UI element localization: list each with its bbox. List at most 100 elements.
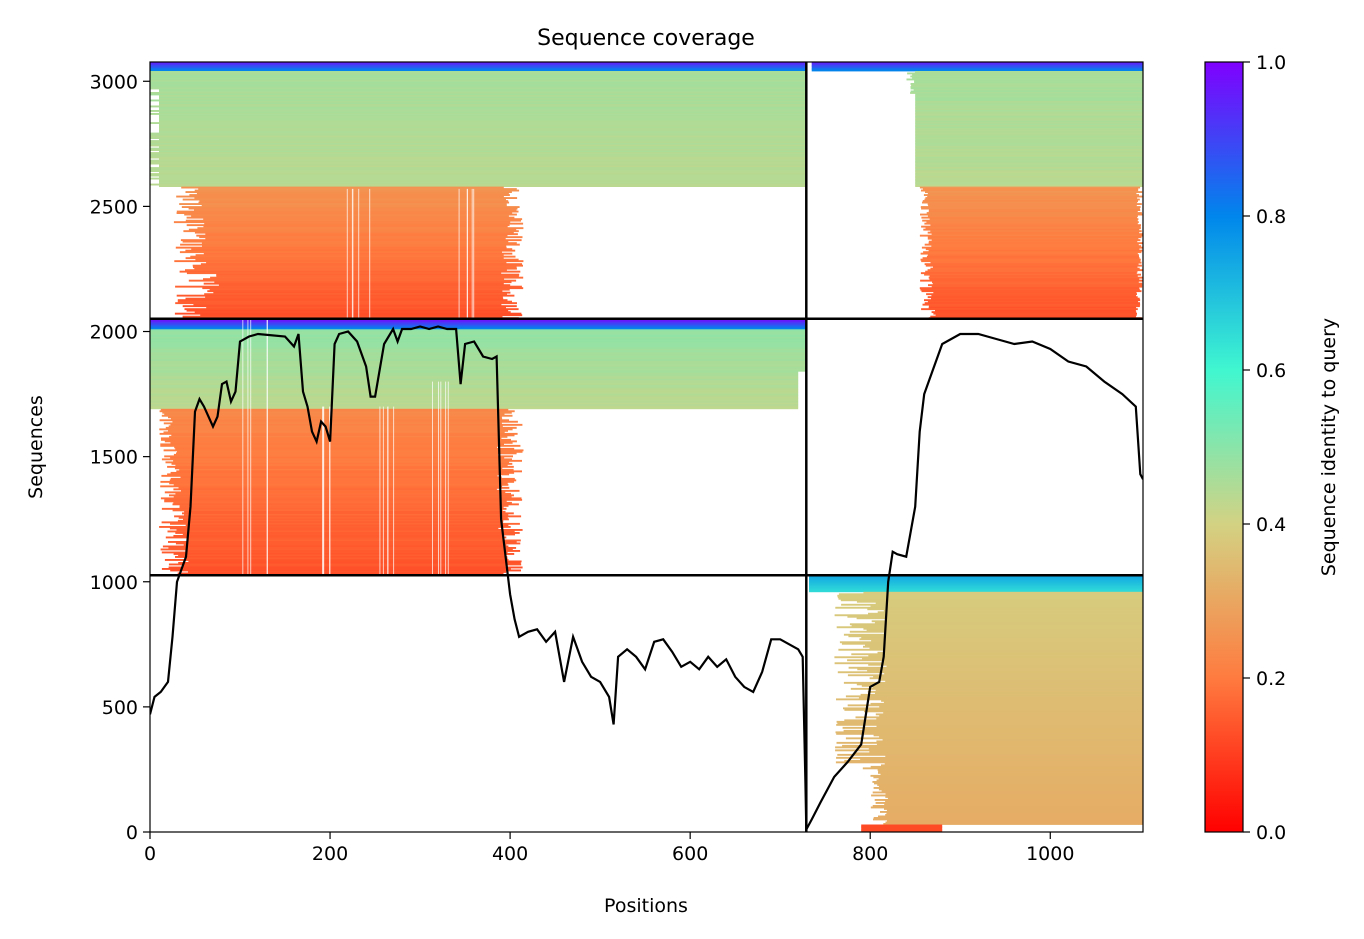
heatmap-row	[150, 344, 807, 347]
gap-streak	[379, 406, 381, 576]
heatmap-row	[915, 146, 1143, 148]
heatmap-row	[915, 147, 1143, 150]
heatmap-row	[915, 170, 1143, 172]
heatmap-row	[177, 519, 504, 522]
x-tick-label: 800	[852, 843, 888, 865]
heatmap-row	[164, 455, 513, 458]
heatmap-row	[150, 162, 807, 165]
heatmap-row	[928, 306, 1137, 309]
heatmap-row	[861, 824, 943, 827]
heatmap-row	[915, 149, 1143, 151]
heatmap-row	[159, 116, 807, 118]
heatmap-row	[191, 248, 513, 251]
heatmap-row	[159, 90, 807, 93]
heatmap-row	[168, 547, 517, 549]
heatmap-row	[844, 719, 1143, 722]
heatmap-row	[925, 270, 1138, 273]
gap-streak	[440, 381, 442, 576]
heatmap-row	[173, 535, 503, 537]
heatmap-row	[915, 161, 1143, 163]
heatmap-row	[150, 93, 807, 96]
heatmap-row	[159, 125, 807, 127]
heatmap-row	[928, 240, 1138, 243]
heatmap-row	[150, 149, 807, 151]
heatmap-row	[176, 212, 513, 214]
heatmap-row	[150, 170, 807, 172]
gap-streak	[473, 188, 475, 319]
heatmap-row	[860, 758, 1143, 761]
heatmap-row	[872, 805, 1143, 807]
heatmap-row	[150, 183, 807, 186]
heatmap-row	[173, 553, 515, 555]
heatmap-row	[180, 239, 522, 242]
heatmap-row	[929, 275, 1138, 278]
heatmap-row	[150, 335, 807, 338]
heatmap-row	[920, 206, 1141, 208]
gap-streak	[393, 406, 395, 576]
heatmap-row	[174, 515, 522, 518]
heatmap-row	[910, 86, 1143, 88]
heatmap-row	[878, 770, 1143, 773]
heatmap-row	[838, 593, 1143, 596]
heatmap-row	[159, 180, 807, 183]
heatmap-row	[150, 75, 807, 78]
heatmap-row	[834, 614, 1143, 617]
heatmap-row	[150, 105, 807, 108]
heatmap-row	[195, 258, 519, 261]
heatmap-row	[927, 215, 1138, 217]
heatmap-row	[173, 483, 509, 486]
heatmap-row	[159, 89, 807, 91]
heatmap-row	[930, 230, 1142, 233]
heatmap-row	[921, 246, 1143, 249]
heatmap-row	[915, 182, 1143, 184]
heatmap-row	[150, 86, 807, 88]
heatmap-row	[856, 600, 1143, 603]
gap-streak	[322, 406, 323, 576]
heatmap-row	[835, 606, 1143, 609]
heatmap-row	[182, 315, 503, 318]
heatmap-row	[184, 513, 509, 516]
heatmap-row	[168, 416, 502, 419]
heatmap-row	[886, 809, 1143, 812]
heatmap-row	[150, 177, 807, 180]
heatmap-row	[881, 699, 1143, 702]
heatmap-row	[150, 333, 807, 336]
heatmap-row	[879, 735, 1143, 738]
heatmap-row	[885, 796, 1143, 798]
heatmap-row	[201, 204, 507, 207]
heatmap-row	[185, 550, 521, 552]
heatmap-row	[159, 96, 807, 99]
heatmap-row	[867, 669, 1143, 672]
heatmap-row	[150, 378, 799, 381]
heatmap-row	[150, 74, 807, 76]
heatmap-row	[150, 387, 799, 390]
heatmap-row	[199, 236, 523, 239]
heatmap-row	[881, 790, 1143, 792]
heatmap-row	[150, 353, 807, 356]
heatmap-row	[187, 538, 505, 540]
heatmap-row	[883, 650, 1143, 653]
heatmap-row	[150, 402, 799, 405]
y-tick-label: 3000	[90, 71, 138, 93]
heatmap-row	[915, 116, 1143, 118]
heatmap-row	[167, 530, 515, 533]
heatmap-row	[885, 800, 1143, 803]
heatmap-row	[164, 413, 505, 416]
gap-streak	[329, 406, 331, 576]
heatmap-row	[175, 447, 515, 450]
heatmap-row	[935, 314, 1137, 317]
heatmap-row	[859, 638, 1143, 641]
heatmap-row	[150, 156, 807, 159]
heatmap-row	[159, 419, 509, 422]
heatmap-row	[853, 752, 1143, 755]
heatmap-row	[194, 189, 520, 192]
heatmap-row	[921, 189, 1139, 192]
heatmap-row	[198, 188, 517, 190]
heatmap-row	[179, 270, 521, 273]
heatmap-row	[884, 672, 1143, 675]
heatmap-row	[176, 452, 517, 455]
heatmap-row	[848, 635, 1143, 638]
heatmap-row	[858, 696, 1143, 699]
heatmap-row	[836, 741, 1143, 744]
heatmap-row	[169, 482, 508, 485]
